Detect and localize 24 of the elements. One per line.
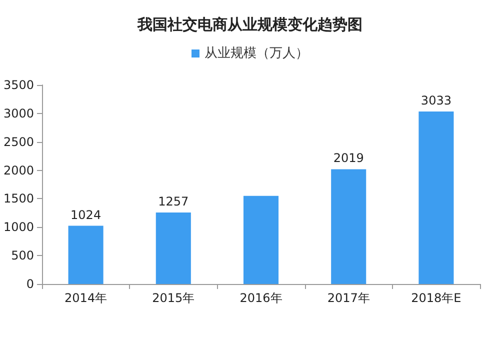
bar: [331, 169, 366, 284]
x-tick-label: 2017年: [327, 291, 370, 305]
data-label: 2019: [333, 151, 364, 166]
x-tick-label: 2015年: [152, 291, 195, 305]
bar: [156, 212, 191, 284]
bar: [243, 196, 279, 284]
bar: [68, 226, 104, 284]
y-tick-label: 500: [11, 248, 34, 263]
x-tick-label: 2018年E: [411, 291, 462, 305]
y-tick-label: 2000: [3, 163, 34, 178]
y-tick-label: 3500: [3, 78, 34, 92]
y-tick-label: 1000: [3, 220, 34, 234]
bar: [418, 112, 454, 284]
y-tick-label: 1500: [3, 192, 34, 206]
x-tick-label: 2016年: [240, 291, 282, 305]
x-tick-label: 2014年: [64, 291, 108, 305]
legend-label: 从业规模（万人）: [204, 46, 308, 61]
data-label: 1024: [70, 208, 102, 222]
chart-title: 我国社交电商从业规模变化趋势图: [136, 16, 362, 34]
y-tick-label: 2500: [3, 134, 34, 149]
data-label: 1257: [158, 194, 189, 209]
data-label: 3033: [420, 94, 452, 108]
y-tick-label: 0: [26, 277, 34, 291]
y-tick-label: 3000: [3, 106, 34, 120]
